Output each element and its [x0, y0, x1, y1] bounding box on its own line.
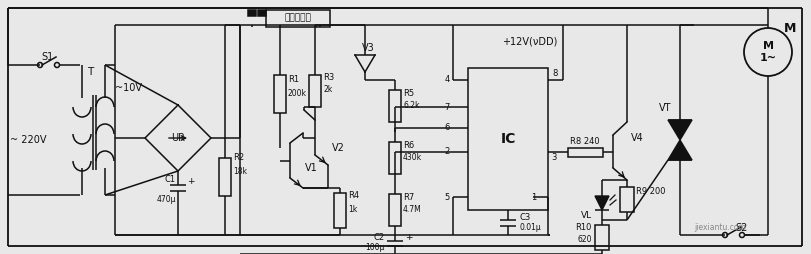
Text: 1: 1 — [530, 193, 536, 201]
Text: 18k: 18k — [233, 167, 247, 177]
Text: R6: R6 — [403, 140, 414, 150]
Text: 100μ: 100μ — [366, 243, 385, 251]
Text: V1: V1 — [305, 163, 318, 173]
Text: 0.01μ: 0.01μ — [520, 224, 542, 232]
Text: VL: VL — [581, 211, 592, 219]
Polygon shape — [668, 120, 692, 140]
Text: 7: 7 — [444, 103, 450, 112]
Text: 1k: 1k — [348, 204, 358, 214]
Text: 3: 3 — [551, 152, 556, 162]
Text: R8 240: R8 240 — [570, 137, 600, 147]
Text: 4: 4 — [444, 75, 450, 85]
Circle shape — [54, 62, 59, 68]
Text: 200k: 200k — [288, 89, 307, 99]
Text: 430k: 430k — [403, 152, 422, 162]
Text: V4: V4 — [631, 133, 644, 143]
Bar — [595, 225, 609, 250]
Text: 6: 6 — [444, 123, 450, 133]
Text: C3: C3 — [520, 214, 531, 223]
Bar — [309, 75, 321, 107]
Circle shape — [723, 232, 727, 237]
Text: R2: R2 — [233, 153, 244, 163]
Text: 6.2k: 6.2k — [403, 101, 419, 109]
Text: 8: 8 — [552, 70, 557, 78]
Text: C2: C2 — [374, 232, 385, 242]
Text: V3: V3 — [362, 43, 375, 53]
Text: R3: R3 — [323, 73, 334, 83]
Text: 2k: 2k — [323, 86, 333, 94]
Bar — [620, 187, 634, 212]
Text: R7: R7 — [403, 193, 414, 201]
Text: R4: R4 — [348, 192, 359, 200]
Bar — [248, 10, 256, 16]
Text: +: + — [405, 232, 413, 242]
Text: 2: 2 — [444, 148, 450, 156]
Text: R10: R10 — [576, 224, 592, 232]
Text: 620: 620 — [577, 235, 592, 245]
Text: V2: V2 — [332, 143, 345, 153]
Text: ~ 220V: ~ 220V — [10, 135, 46, 145]
Text: R9 200: R9 200 — [636, 187, 666, 197]
Bar — [389, 90, 401, 122]
Polygon shape — [668, 140, 692, 160]
Text: IC: IC — [500, 132, 516, 146]
Text: R5: R5 — [403, 88, 414, 98]
Text: R1: R1 — [288, 75, 299, 85]
Bar — [389, 142, 401, 174]
Text: S1: S1 — [41, 52, 54, 62]
Text: M: M — [783, 22, 796, 35]
Text: M
1~: M 1~ — [759, 41, 776, 63]
Bar — [389, 194, 401, 226]
Circle shape — [744, 28, 792, 76]
Bar — [219, 158, 231, 196]
Text: ~10V: ~10V — [114, 83, 141, 93]
Text: jiexiantu.com: jiexiantu.com — [694, 224, 746, 232]
Text: 4.7M: 4.7M — [403, 204, 422, 214]
Polygon shape — [595, 196, 609, 210]
Bar — [274, 75, 286, 113]
Bar — [468, 68, 548, 210]
Bar — [266, 10, 330, 27]
Text: T: T — [87, 67, 93, 77]
Text: +12V(νDD): +12V(νDD) — [502, 37, 558, 47]
Text: C1: C1 — [165, 176, 176, 184]
Text: 湿度传感器: 湿度传感器 — [285, 13, 311, 23]
Bar — [258, 10, 266, 16]
Text: 470μ: 470μ — [157, 196, 176, 204]
Text: S2: S2 — [735, 223, 748, 233]
Text: UR: UR — [171, 133, 185, 143]
Text: VT: VT — [659, 103, 672, 113]
Text: 5: 5 — [444, 193, 450, 201]
Bar — [568, 148, 603, 157]
Bar — [334, 193, 346, 228]
Circle shape — [37, 62, 42, 68]
Circle shape — [740, 232, 744, 237]
Text: +: + — [187, 177, 195, 185]
